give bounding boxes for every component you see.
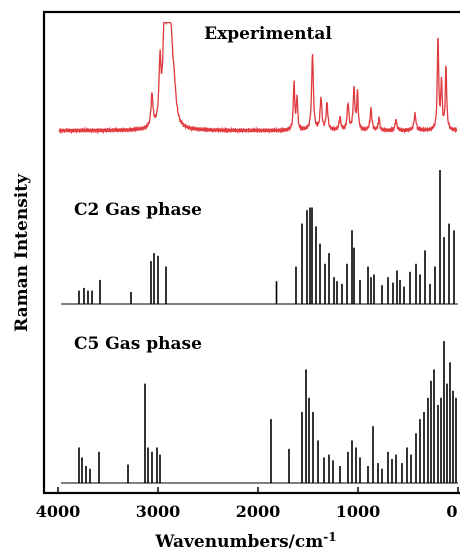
panel-title-c2: C2 Gas phase (74, 200, 202, 220)
panel-title-experimental: Experimental (204, 24, 332, 44)
y-axis-label: Raman Intensity (12, 173, 32, 332)
x-axis: 4000 3000 2000 1000 0 (36, 487, 459, 521)
plot-frame (42, 10, 460, 495)
x-axis-label: Wavenumbers/cm-1 (154, 530, 336, 550)
series-line-experimental (58, 21, 458, 135)
x-axis-label-main: Wavenumbers/cm (154, 532, 323, 550)
x-tick-label-4000: 4000 (36, 502, 81, 521)
x-axis-label-superscript: -1 (323, 530, 336, 544)
x-tick-label-0: 0 (446, 502, 457, 521)
panel-title-c5: C5 Gas phase (74, 334, 202, 354)
spectra-group (58, 21, 458, 484)
x-tick-label-3000: 3000 (136, 502, 181, 521)
x-tick-label-1000: 1000 (336, 502, 381, 521)
x-tick-label-2000: 2000 (236, 502, 281, 521)
